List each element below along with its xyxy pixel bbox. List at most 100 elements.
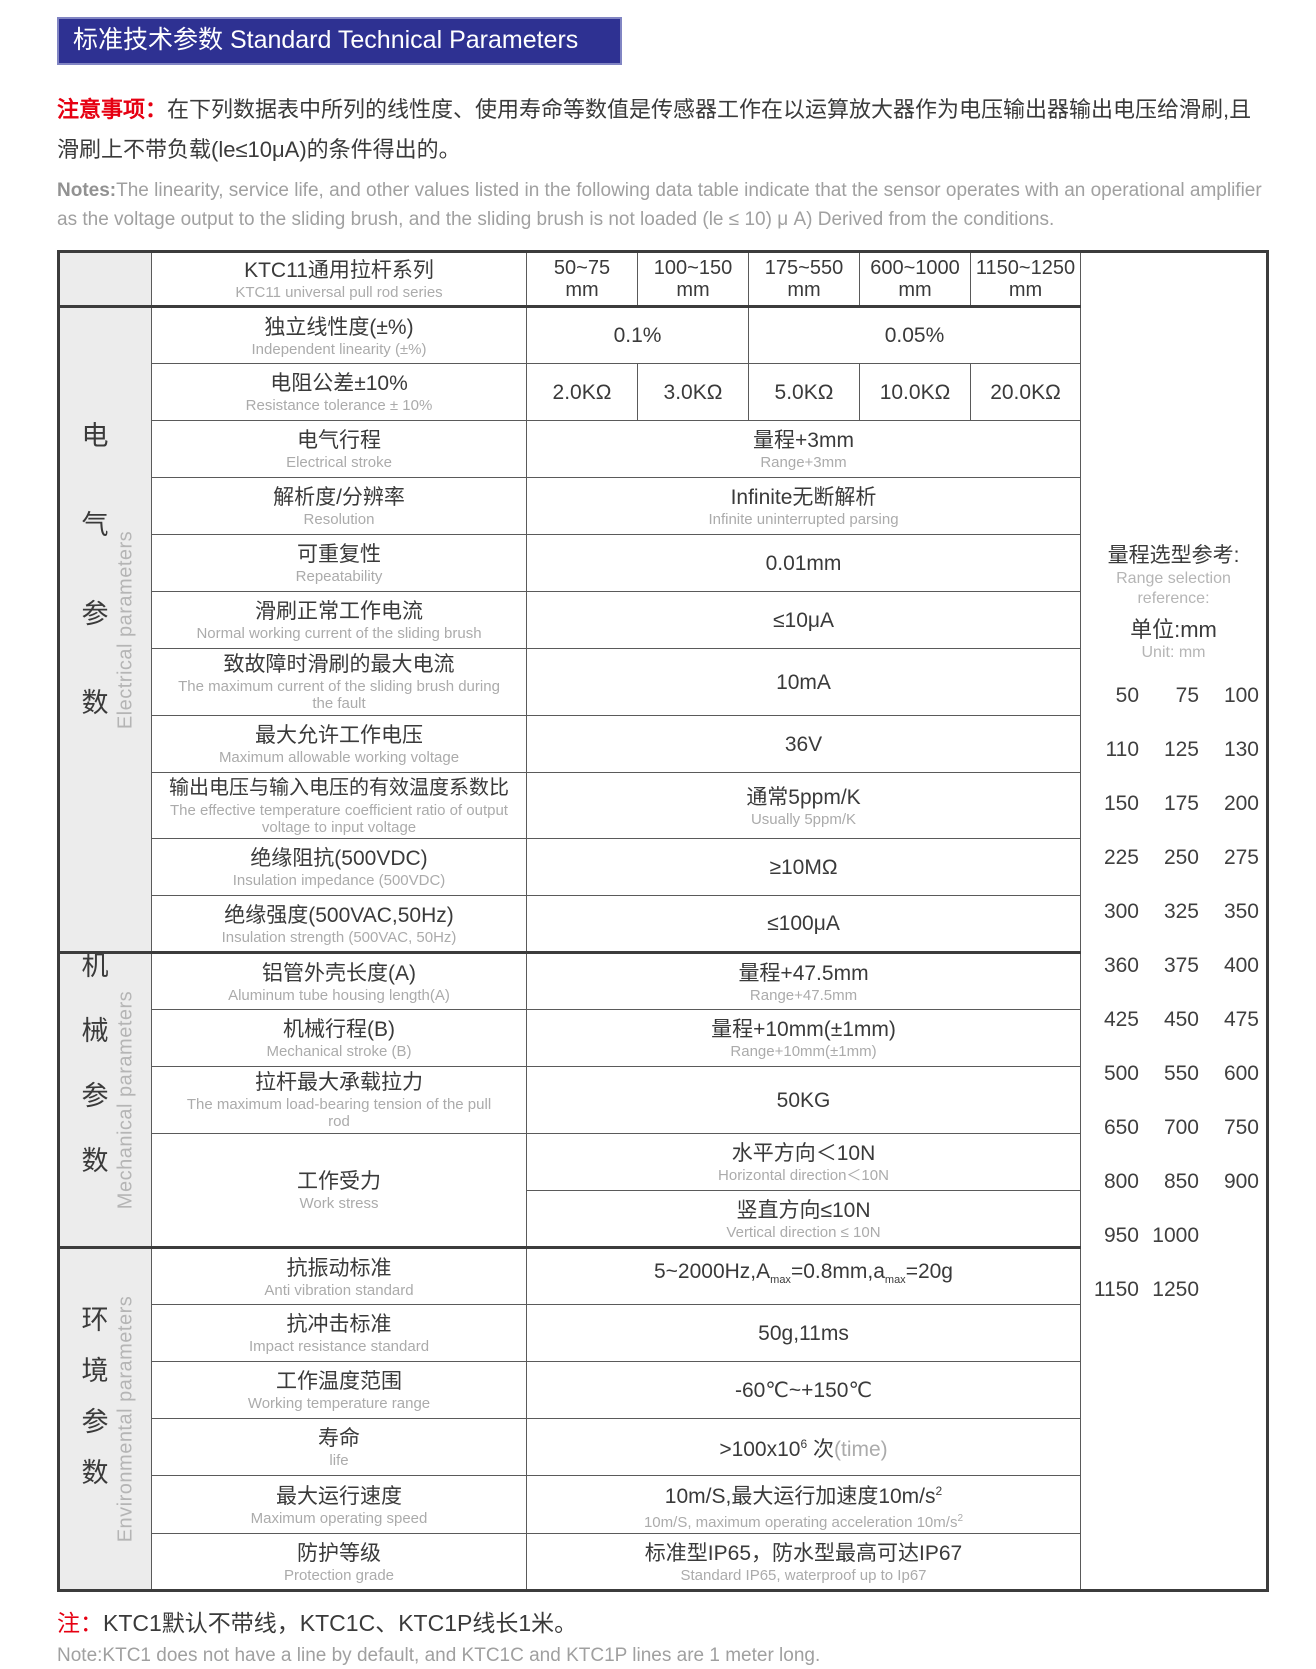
range-selection-unit-en: Unit: mm: [1141, 644, 1206, 661]
row-repeatability-value: 0.01mm: [526, 534, 1081, 592]
range-option: 1150: [1093, 1278, 1139, 1301]
value-zh: 2.0KΩ: [552, 380, 612, 404]
label-en: Insulation strength (500VAC, 50Hz): [221, 928, 457, 946]
row-insulation-impedance-value: ≥10MΩ: [526, 838, 1081, 896]
value-zh: 10mA: [776, 670, 831, 694]
category-electrical-zh: 电气参数: [77, 420, 108, 777]
row-temperature-range-label: 工作温度范围 Working temperature range: [151, 1361, 527, 1419]
range-unit: mm: [565, 279, 599, 301]
row-max-speed-label: 最大运行速度 Maximum operating speed: [151, 1475, 527, 1534]
range-option: 200: [1223, 792, 1259, 815]
label-zh: 工作温度范围: [276, 1370, 402, 1393]
label-zh: 绝缘强度(500VAC,50Hz): [224, 903, 454, 927]
row-fault-current-value: 10mA: [526, 648, 1081, 716]
range-option: 360: [1103, 954, 1139, 977]
label-en: The effective temperature coefficient ra…: [170, 802, 508, 836]
row-max-speed-value: 10m/S,最大运行加速度10m/s2 10m/S, maximum opera…: [526, 1475, 1081, 1534]
range-option: 425: [1103, 1008, 1139, 1031]
row-linearity-value-high: 0.05%: [748, 305, 1081, 364]
row-electrical-stroke-label: 电气行程 Electrical stroke: [151, 420, 527, 478]
row-protection-value: 标准型IP65，防水型最高可达IP67 Standard IP65, water…: [526, 1533, 1081, 1591]
value-zh: 0.01mm: [765, 551, 842, 575]
range-options-grid: 50 75 100 110 125 130 150 175 200 225 250 275 300 325…: [1085, 684, 1262, 1302]
row-resolution-value: Infinite无断解析 Infinite uninterrupted pars…: [526, 477, 1081, 535]
category-mechanical-en: Mechanical parameters: [114, 990, 137, 1210]
label-zh: 最大允许工作电压: [255, 724, 423, 747]
range-option: 600: [1223, 1062, 1259, 1085]
label-en: Normal working current of the sliding br…: [196, 625, 482, 642]
value-zh: 36V: [784, 732, 823, 756]
row-vibration-label: 抗振动标准 Anti vibration standard: [151, 1246, 527, 1305]
range-selection-unit-zh: 单位:mm: [1130, 617, 1217, 642]
value-zh: 0.05%: [884, 324, 945, 347]
spec-table: KTC11通用拉杆系列 KTC11 universal pull rod ser…: [57, 250, 1269, 1592]
value-zh: Infinite无断解析: [730, 486, 877, 509]
label-zh: 独立线性度(±%): [264, 315, 414, 339]
footnote-en: Note:KTC1 does not have a line by defaul…: [57, 1643, 1267, 1669]
label-en: Resistance tolerance ± 10%: [245, 397, 433, 414]
label-en: Protection grade: [283, 1566, 395, 1584]
value-zh: 水平方向＜10N: [731, 1142, 876, 1165]
range-option: 175: [1163, 792, 1199, 815]
range-option: 900: [1223, 1170, 1259, 1193]
category-environmental-zh: 环境参数: [77, 1305, 108, 1509]
series-title-zh: KTC11通用拉杆系列: [244, 259, 434, 282]
row-resistance-label: 电阻公差±10% Resistance tolerance ± 10%: [151, 363, 527, 421]
value-en: Range+47.5mm: [749, 986, 858, 1004]
footnote-label-zh: 注：: [57, 1610, 103, 1636]
label-zh: 防护等级: [297, 1541, 381, 1565]
value-zh: 10m/S,最大运行加速度10m/s2: [664, 1484, 943, 1508]
series-title-en: KTC11 universal pull rod series: [235, 284, 443, 301]
label-zh: 铝管外壳长度(A): [262, 961, 416, 985]
notice-text-zh: 在下列数据表中所列的线性度、使用寿命等数值是传感器工作在以运算放大器作为电压输出…: [57, 97, 1252, 162]
value-zh: ≤100μA: [767, 912, 840, 935]
row-vibration-value: 5~2000Hz,Amax=0.8mm,amax=20g: [526, 1246, 1081, 1305]
label-zh: 工作受力: [297, 1170, 381, 1193]
category-mechanical: 机械参数 Mechanical parameters: [58, 951, 152, 1248]
row-max-voltage-value: 36V: [526, 715, 1081, 773]
label-zh: 最大运行速度: [276, 1484, 402, 1508]
row-insulation-strength-label: 绝缘强度(500VAC,50Hz) Insulation strength (5…: [151, 895, 527, 953]
row-work-stress-horizontal-value: 水平方向＜10N Horizontal direction＜10N: [526, 1133, 1081, 1191]
value-en: 10m/S, maximum operating acceleration 10…: [643, 1513, 964, 1531]
category-environmental: 环境参数 Environmental parameters: [58, 1246, 152, 1591]
value-zh: 量程+10mm(±1mm): [711, 1018, 896, 1041]
category-electrical-en: Electrical parameters: [114, 530, 137, 729]
label-zh: 寿命: [318, 1427, 360, 1450]
label-zh: 输出电压与输入电压的有效温度系数比: [169, 777, 509, 799]
value-zh: 竖直方向≤10N: [736, 1198, 871, 1222]
row-linearity-value-low: 0.1%: [526, 305, 749, 364]
category-electrical: 电气参数 Electrical parameters: [58, 305, 152, 953]
range-option: 400: [1223, 954, 1259, 977]
row-insulation-strength-value: ≤100μA: [526, 895, 1081, 953]
value-en: Horizontal direction＜10N: [718, 1167, 889, 1184]
range-value: 175~550: [764, 257, 844, 279]
range-option: 375: [1163, 954, 1199, 977]
label-en: The maximum load-bearing tension of the …: [186, 1096, 492, 1130]
row-tension-label: 拉杆最大承载拉力 The maximum load-bearing tensio…: [151, 1066, 527, 1134]
label-en: Impact resistance standard: [248, 1338, 430, 1355]
row-impact-value: 50g,11ms: [526, 1304, 1081, 1362]
row-tube-length-value: 量程+47.5mm Range+47.5mm: [526, 951, 1081, 1010]
value-en: Usually 5ppm/K: [750, 810, 857, 828]
value-zh: 50KG: [776, 1088, 831, 1112]
range-unit: mm: [676, 279, 710, 301]
label-zh: 拉杆最大承载拉力: [255, 1071, 423, 1094]
range-option: 850: [1163, 1170, 1199, 1193]
range-column-header-4: 600~1000 mm: [859, 251, 971, 307]
range-option: 110: [1105, 738, 1139, 761]
label-zh: 电阻公差±10%: [270, 372, 408, 395]
range-option: 250: [1163, 846, 1199, 869]
row-temp-coefficient-value: 通常5ppm/K Usually 5ppm/K: [526, 772, 1081, 839]
row-work-stress-vertical-value: 竖直方向≤10N Vertical direction ≤ 10N: [526, 1190, 1081, 1248]
range-option: 130: [1223, 738, 1259, 761]
range-column-header-5: 1150~1250 mm: [970, 251, 1081, 307]
range-selection-title-zh: 量程选型参考:: [1107, 544, 1240, 567]
range-option: 275: [1223, 846, 1259, 869]
range-option: 325: [1163, 900, 1199, 923]
value-en: Infinite uninterrupted parsing: [708, 511, 899, 528]
range-option: 1000: [1152, 1224, 1199, 1247]
label-en: Maximum operating speed: [250, 1509, 428, 1527]
label-zh: 绝缘阻抗(500VDC): [250, 847, 428, 870]
range-option: 500: [1103, 1062, 1139, 1085]
